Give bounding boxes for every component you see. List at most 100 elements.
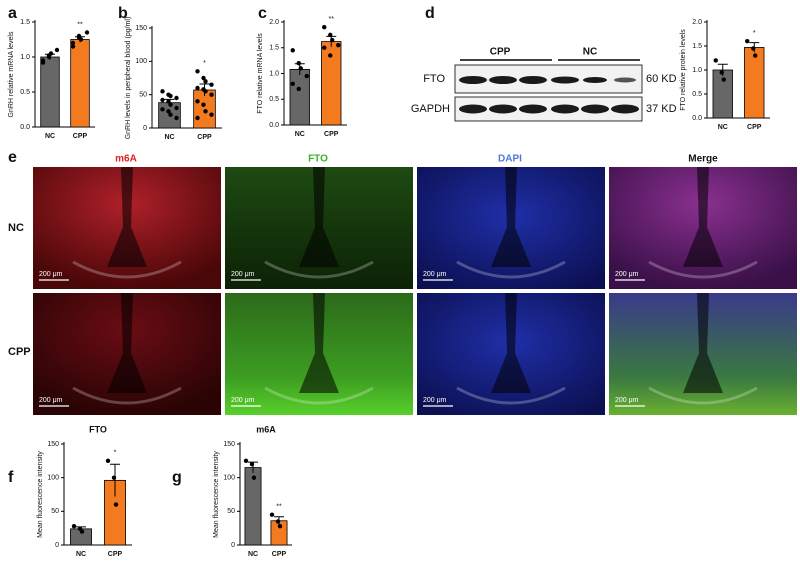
western-blot: d CPP NC FTO GAPDH 60 KD 37 KD (411, 5, 677, 122)
data-point (249, 462, 255, 467)
y-tick-label: 150 (135, 25, 147, 32)
x-tick-label: CPP (324, 131, 339, 138)
panel-letter: a (8, 5, 17, 22)
data-point (201, 75, 206, 81)
x-tick-label: NC (164, 134, 174, 141)
data-point (40, 60, 46, 65)
data-point (304, 73, 309, 79)
data-point (298, 66, 303, 71)
y-tick-label: 1.0 (692, 67, 702, 74)
data-point (203, 89, 208, 94)
data-point (209, 92, 214, 97)
y-tick-label: 0.5 (20, 89, 30, 96)
significance: ** (276, 504, 282, 511)
y-tick-label: 0 (143, 125, 147, 132)
ventricle (491, 293, 531, 393)
bar (744, 47, 765, 119)
y-tick-label: 0.0 (20, 124, 30, 131)
data-point (203, 109, 208, 114)
data-point (166, 99, 171, 104)
data-point (322, 45, 327, 50)
data-point (70, 44, 76, 49)
bar (712, 69, 733, 119)
data-point (203, 79, 208, 84)
panel-letter: b (118, 5, 128, 22)
y-tick-label: 50 (227, 508, 235, 515)
data-point (296, 86, 301, 92)
tissue-edge (264, 386, 374, 405)
data-point (251, 475, 257, 480)
x-tick-label: NC (718, 124, 728, 131)
tissue-edge (72, 386, 182, 405)
y-axis-label: GnRH levels in peripheral blood (pg/ml) (125, 17, 132, 140)
data-point (113, 502, 119, 507)
data-point (330, 37, 335, 43)
scale-bar-label: 200 μm (423, 397, 447, 404)
data-point (111, 475, 117, 480)
data-point (753, 53, 758, 58)
data-point (79, 529, 85, 534)
bar-chart: f FTO Mean fluorescence intensity 0 50 100 150… (8, 424, 132, 558)
y-tick-label: 0.5 (692, 91, 702, 98)
size-label: 60 KD (646, 73, 677, 85)
chart-title: m6A (256, 424, 276, 434)
y-tick-label: 1.5 (20, 19, 30, 26)
scale-bar-label: 200 μm (615, 271, 639, 278)
data-point (168, 93, 173, 99)
data-point (721, 77, 726, 82)
chart-title: FTO (89, 424, 107, 434)
data-point (195, 99, 200, 104)
tissue-edge (72, 260, 182, 279)
significance: * (203, 60, 206, 67)
scale-bar-label: 200 μm (39, 397, 63, 404)
x-tick-label: CPP (747, 124, 762, 131)
y-tick-label: 0 (55, 542, 59, 549)
y-tick-label: 0.0 (269, 122, 279, 129)
scale-bar-label: 200 μm (231, 397, 255, 404)
data-point (277, 523, 283, 529)
bar-chart: a GnRH relative mRNA levels 0.0 0.5 1.0 1.5 NC… (8, 5, 95, 140)
column-label: Merge (688, 154, 718, 165)
x-tick-label: CPP (73, 133, 88, 140)
group-label: CPP (490, 47, 511, 58)
data-point (168, 112, 173, 117)
y-tick-label: 150 (47, 441, 59, 448)
data-point (290, 81, 295, 87)
bar-chart: FTO relative protein levels 0.0 0.5 1.0 1.5 2… (680, 19, 770, 131)
data-point (296, 61, 301, 66)
data-point (195, 85, 200, 91)
column-label: FTO (308, 154, 328, 165)
x-tick-label: NC (76, 551, 86, 558)
bar (40, 56, 60, 128)
scale-bar-label: 200 μm (615, 397, 639, 404)
ventricle (107, 167, 147, 267)
significance: ** (77, 21, 83, 28)
ventricle (299, 167, 339, 267)
x-tick-label: NC (45, 133, 55, 140)
x-tick-label: NC (248, 551, 258, 558)
data-point (160, 97, 165, 103)
data-point (195, 69, 200, 74)
panel-letter: g (172, 469, 182, 486)
ventricle (299, 293, 339, 393)
data-point (328, 53, 333, 58)
y-axis-label: Mean fluorescence intensity (37, 451, 44, 538)
scale-bar-label: 200 μm (231, 271, 255, 278)
data-point (174, 95, 179, 101)
y-tick-label: 50 (139, 92, 147, 99)
data-point (751, 46, 756, 51)
y-axis-label: GnRH relative mRNA levels (8, 31, 15, 117)
y-tick-label: 100 (223, 475, 235, 482)
y-tick-label: 0.5 (269, 96, 279, 103)
tissue-edge (648, 260, 758, 279)
panel-letter: f (8, 469, 14, 486)
panel-letter: e (8, 149, 17, 166)
protein-label: FTO (423, 73, 445, 85)
x-tick-label: CPP (108, 551, 123, 558)
y-tick-label: 1.5 (692, 43, 702, 50)
data-point (719, 70, 724, 75)
y-tick-label: 0.0 (692, 115, 702, 122)
error-bar (110, 463, 120, 497)
data-point (174, 105, 179, 111)
